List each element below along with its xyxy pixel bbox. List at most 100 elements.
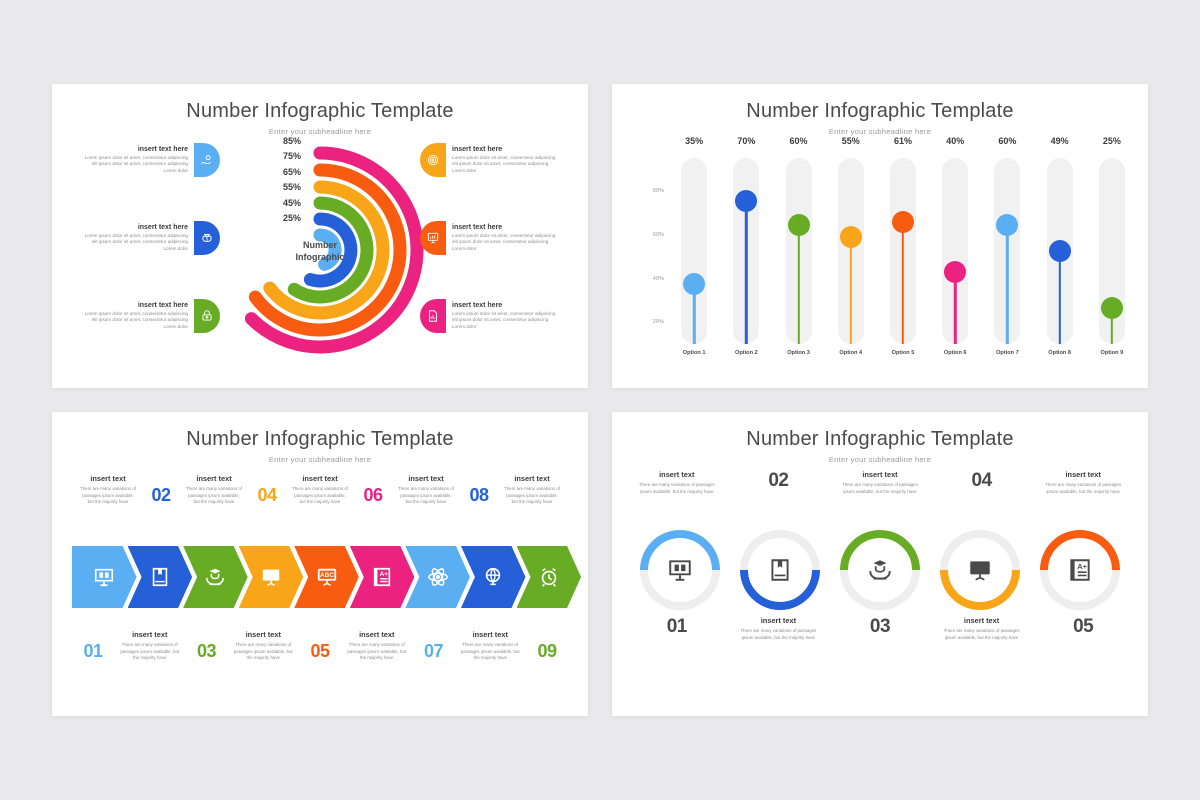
alarm-clock-icon: [538, 566, 560, 588]
step-text: insert text There are many variations of …: [392, 474, 460, 506]
value-label: 35%: [685, 136, 704, 146]
a-plus-certificate-icon: A+: [1067, 557, 1093, 583]
step-heading: insert text: [196, 474, 232, 483]
lollipop-columns: 35% Option 1 70% Option 2 60% Option 3 55% Opti…: [668, 136, 1138, 378]
step-body: There are many variations of passages ip…: [233, 642, 293, 661]
lollipop-column[interactable]: 70% Option 2: [720, 136, 772, 378]
item-body: Lorem ipsum dolor sit amet, consectetur …: [84, 310, 188, 329]
page-title: Number Infographic Template: [186, 100, 454, 122]
target-icon: [420, 143, 446, 177]
item-body: Lorem ipsum dolor sit amet, consectetur …: [84, 232, 188, 251]
lollipop-dot[interactable]: [735, 189, 758, 212]
item-text: insert text here Lorem ipsum dolor sit a…: [446, 302, 560, 331]
lollipop-column[interactable]: 25% Option 9: [1086, 136, 1138, 378]
item-heading: insert text here: [137, 145, 188, 153]
ring-step[interactable]: [719, 526, 841, 614]
chevron-step[interactable]: [461, 546, 526, 608]
chevron-step[interactable]: [517, 546, 582, 608]
item-heading: insert text here: [137, 223, 188, 231]
step-number-value: 04: [257, 484, 277, 505]
legend-value: 65%: [283, 166, 302, 177]
chevron-step[interactable]: [128, 546, 193, 608]
step-body: There are many variations of passages ip…: [186, 486, 242, 505]
elearning-monitor-icon: [667, 557, 693, 583]
category-label: Option 1: [682, 350, 706, 356]
item-text: insert text here Lorem ipsum dolor sit a…: [446, 224, 560, 253]
list-item[interactable]: insert text here Lorem ipsum dolor sit a…: [80, 288, 220, 344]
ring-step[interactable]: [819, 526, 941, 614]
lollipop-dot[interactable]: [839, 225, 862, 248]
lollipop-stem: [1058, 251, 1061, 344]
step-number-value: 01: [83, 640, 103, 661]
list-item[interactable]: insert text here Lorem ipsum dolor sit a…: [420, 210, 560, 266]
value-label: 60%: [789, 136, 808, 146]
step-number: 01: [74, 630, 112, 672]
step-body: There are many variations of passages ip…: [398, 486, 454, 505]
item-heading: insert text here: [137, 301, 188, 309]
legend-value: 75%: [283, 151, 302, 162]
lollipop-dot[interactable]: [891, 211, 914, 234]
chevron-step[interactable]: [183, 546, 248, 608]
lollipop-column[interactable]: 55% Option 4: [825, 136, 877, 378]
globe-icon: [482, 566, 504, 588]
step-body: There are many variations of passages ip…: [80, 486, 136, 505]
svg-text:ABC: ABC: [320, 572, 334, 579]
step-text: insert text There are many variations of …: [74, 474, 142, 506]
lollipop-dot[interactable]: [944, 261, 967, 284]
step-heading: insert text: [408, 474, 444, 483]
category-label: Option 4: [839, 350, 863, 356]
lollipop-column[interactable]: 40% Option 6: [929, 136, 981, 378]
step-number-value: 05: [1073, 616, 1094, 637]
step-heading: insert text: [514, 474, 550, 483]
list-item[interactable]: insert text here Lorem ipsum dolor sit a…: [420, 132, 560, 188]
slide-lollipop[interactable]: Number Infographic Template Enter your s…: [612, 84, 1148, 388]
lollipop-dot[interactable]: [996, 213, 1019, 236]
chart-board-icon: [420, 221, 446, 255]
list-item[interactable]: insert text here Lorem ipsum dolor sit a…: [420, 288, 560, 344]
lollipop-dot[interactable]: [683, 273, 706, 296]
radial-chart: 85% 75% 65% 55% 45% 25% Number Infograph…: [205, 132, 435, 362]
lollipop-column[interactable]: 49% Option 8: [1034, 136, 1086, 378]
chevron-step[interactable]: [72, 546, 137, 608]
chevron-step[interactable]: ABC: [294, 546, 359, 608]
step-number-value: 09: [537, 640, 557, 661]
lollipop-stem: [1110, 308, 1114, 344]
category-label: Option 5: [891, 350, 915, 356]
lollipop-dot[interactable]: [1100, 297, 1123, 320]
step-number-value: 03: [196, 640, 217, 661]
lollipop-stem: [1006, 224, 1009, 344]
item-body: Lorem ipsum dolor sit amet, consectetur …: [84, 154, 188, 173]
lollipop-stem: [745, 200, 748, 344]
list-item[interactable]: insert text here Lorem ipsum dolor sit a…: [80, 132, 220, 188]
slide-radial[interactable]: Number Infographic Template Enter your s…: [52, 84, 588, 388]
ring-step[interactable]: [619, 526, 741, 614]
slide-circles[interactable]: Number Infographic Template Enter your s…: [612, 412, 1148, 716]
bottom-labels-row: 01 insert text There are many variations o…: [626, 616, 1134, 688]
chevron-step[interactable]: [239, 546, 304, 608]
page-subheadline: Enter your subheadline here: [828, 127, 932, 136]
step-text: insert text There are many variations of …: [226, 630, 302, 662]
ring-step[interactable]: A+: [1019, 526, 1141, 614]
lollipop-column[interactable]: 61% Option 5: [877, 136, 929, 378]
lollipop-stem: [849, 236, 852, 344]
lollipop-column[interactable]: 60% Option 3: [772, 136, 824, 378]
step-number: 05: [301, 630, 339, 672]
chevron-step[interactable]: A+: [350, 546, 415, 608]
slide-chevrons[interactable]: Number Infographic Template Enter your s…: [52, 412, 588, 716]
step-text: insert text There are many variations of …: [180, 474, 248, 506]
page-subheadline: Enter your subheadline here: [268, 127, 372, 136]
lollipop-dot[interactable]: [1048, 240, 1071, 262]
step-text: insert text There are many variations of …: [829, 470, 931, 495]
step-heading: insert text: [245, 630, 281, 639]
step-heading: insert text: [132, 630, 168, 639]
atom-icon: [427, 566, 449, 588]
ring-step[interactable]: [919, 526, 1041, 614]
lollipop-column[interactable]: 35% Option 1: [668, 136, 720, 378]
lollipop-dot[interactable]: [787, 213, 810, 236]
chevron-step[interactable]: [405, 546, 470, 608]
list-item[interactable]: insert text here Lorem ipsum dolor sit a…: [80, 210, 220, 266]
item-body: Lorem ipsum dolor sit amet, consectetur …: [452, 154, 556, 173]
step-text: insert text There are many variations of …: [728, 616, 830, 641]
lollipop-column[interactable]: 60% Option 7: [981, 136, 1033, 378]
step-body: There are many variations of passages ip…: [292, 486, 348, 505]
